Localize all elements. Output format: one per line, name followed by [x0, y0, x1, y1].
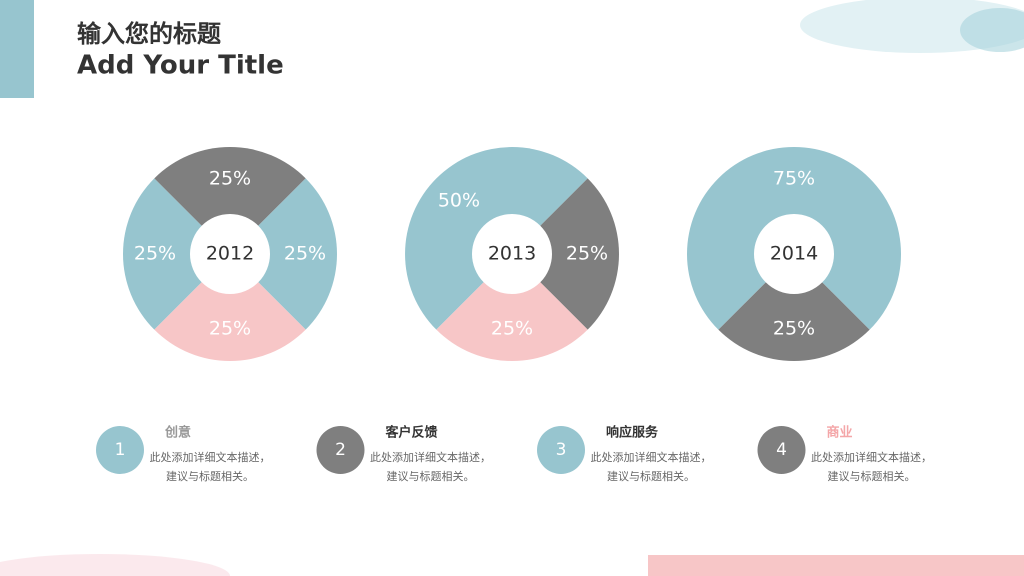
pie-hole	[472, 214, 552, 294]
number-badge	[96, 426, 144, 474]
pie-slice	[230, 178, 337, 330]
pie-slice	[154, 147, 306, 254]
center-label: 2012	[206, 243, 254, 265]
item-text: 建议与标题相关。	[607, 469, 695, 483]
item-text: 此处添加详细文本描述，	[150, 450, 271, 464]
value-label: 25%	[209, 318, 251, 340]
watercolor	[0, 554, 230, 576]
item-heading: 商业	[827, 425, 853, 441]
accent-bar	[0, 0, 34, 98]
pie-hole	[754, 214, 834, 294]
watercolor	[960, 8, 1024, 52]
number-badge	[537, 426, 585, 474]
title-cn: 输入您的标题	[77, 20, 221, 48]
center-label: 2013	[488, 243, 536, 265]
accent-bar	[648, 555, 1024, 576]
pie-hole	[190, 214, 270, 294]
number: 3	[556, 440, 567, 460]
value-label: 75%	[773, 168, 815, 190]
value-label: 25%	[134, 243, 176, 265]
item-text: 建议与标题相关。	[387, 469, 475, 483]
pie-slice	[512, 178, 619, 330]
item-heading: 客户反馈	[386, 425, 438, 441]
number: 1	[115, 440, 126, 460]
value-label: 25%	[209, 168, 251, 190]
value-label: 25%	[284, 243, 326, 265]
number-badge	[757, 426, 806, 474]
value-label: 25%	[566, 243, 608, 265]
center-label: 2014	[770, 243, 818, 265]
number-badge	[316, 426, 365, 474]
item-heading: 响应服务	[606, 425, 659, 441]
pie-slice	[154, 254, 306, 362]
number: 2	[335, 440, 346, 460]
item-text: 此处添加详细文本描述，	[591, 450, 712, 464]
value-label: 25%	[491, 318, 533, 340]
pie-slice	[718, 254, 870, 361]
value-label: 50%	[438, 189, 480, 211]
item-text: 建议与标题相关。	[166, 469, 254, 483]
item-heading: 创意	[164, 425, 191, 441]
item-text: 此处添加详细文本描述，	[370, 450, 491, 464]
item-text: 此处添加详细文本描述，	[811, 450, 932, 464]
pie-slice	[123, 178, 230, 330]
pie-slice	[436, 254, 588, 361]
item-text: 建议与标题相关。	[828, 469, 916, 483]
title-en: Add Your Title	[77, 51, 284, 81]
number: 4	[776, 440, 787, 460]
value-label: 25%	[773, 318, 815, 340]
